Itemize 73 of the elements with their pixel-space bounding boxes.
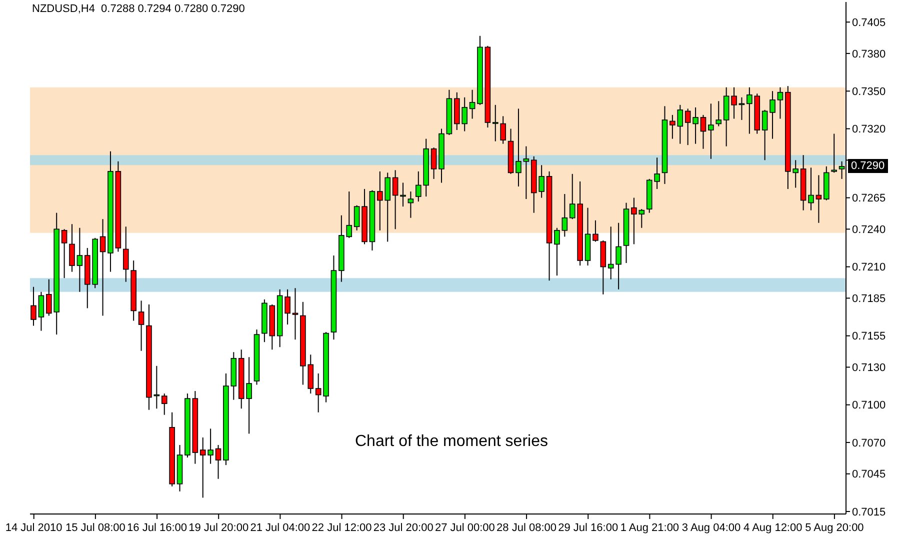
- y-tick-label: 0.7350: [852, 86, 886, 98]
- x-tick-label: 19 Jul 20:00: [188, 522, 249, 534]
- candlestick: [30, 286, 36, 326]
- candlestick: [284, 288, 290, 326]
- candlestick: [692, 106, 698, 144]
- candlestick: [808, 167, 814, 211]
- candlestick: [246, 356, 252, 434]
- annotation: 0.7290: [848, 159, 888, 174]
- candlestick: [76, 227, 83, 292]
- candlestick: [315, 372, 322, 413]
- x-tick-label: 3 Aug 04:00: [682, 522, 741, 534]
- candlestick: [469, 89, 476, 120]
- candlestick: [592, 220, 598, 242]
- candlestick: [161, 393, 168, 416]
- candlestick: [816, 174, 822, 224]
- candlestick: [738, 96, 745, 120]
- candlestick: [700, 114, 706, 150]
- y-tick-label: 0.7185: [852, 293, 886, 306]
- candlestick: [516, 108, 522, 187]
- x-tick-label: 27 Jul 00:00: [434, 522, 495, 534]
- x-tick-label: 14 Jul 2010: [5, 522, 62, 534]
- x-tick-label: 16 Jul 16:00: [127, 522, 187, 534]
- y-tick-label: 0.7240: [852, 224, 886, 236]
- candlestick: [392, 170, 398, 230]
- candlestick: [430, 147, 437, 180]
- annotation: Chart of the moment series: [355, 433, 548, 451]
- candlestick: [292, 288, 298, 340]
- candlestick: [215, 444, 222, 480]
- x-tick-label: 4 Aug 12:00: [744, 522, 802, 534]
- x-tick-label: 5 Aug 20:00: [805, 522, 864, 534]
- candlestick: [654, 157, 660, 190]
- chart-title: NZDUSD,H4 0.7288 0.7294 0.7280 0.7290: [32, 3, 245, 15]
- candlestick: [831, 133, 838, 174]
- candlestick: [638, 208, 645, 228]
- candlestick: [354, 204, 360, 231]
- candlestick: [770, 90, 776, 140]
- y-tick-label: 0.7405: [852, 16, 886, 29]
- x-tick-label: 21 Jul 04:00: [250, 522, 310, 534]
- candlestick: [408, 190, 414, 218]
- y-tick-label: 0.7210: [852, 262, 886, 274]
- candlestick: [631, 197, 637, 245]
- x-tick-label: 1 Aug 21:00: [620, 522, 680, 534]
- candlestick: [562, 194, 568, 238]
- x-tick-label: 15 Jul 08:00: [65, 522, 126, 534]
- candlestick: [400, 182, 406, 208]
- x-tick-label: 22 Jul 12:00: [312, 522, 372, 534]
- candlestick: [61, 228, 68, 279]
- x-tick-label: 23 Jul 20:00: [373, 522, 434, 534]
- candlestick: [684, 108, 691, 146]
- candlestick: [523, 146, 530, 200]
- candlestick: [38, 291, 44, 332]
- candlestick: [731, 86, 737, 120]
- candlestick: [122, 226, 129, 282]
- candlestick: [777, 86, 784, 120]
- candlestick: [100, 218, 106, 316]
- y-tick-label: 0.7015: [852, 506, 886, 518]
- y-tick-label: 0.7130: [852, 362, 886, 374]
- y-tick-label: 0.7265: [852, 192, 886, 205]
- candlestick: [716, 100, 722, 127]
- y-tick-label: 0.7070: [852, 437, 886, 450]
- candlestick: [554, 227, 560, 276]
- y-tick-label: 0.7100: [852, 400, 886, 412]
- candlestick: [69, 224, 75, 272]
- y-tick-label: 0.7320: [852, 124, 886, 136]
- candlestick: [708, 103, 714, 160]
- candlestick: [762, 109, 768, 161]
- y-tick-label: 0.7155: [852, 330, 886, 343]
- y-tick-label: 0.7380: [852, 48, 886, 60]
- x-tick-label: 28 Jul 08:00: [496, 522, 556, 534]
- candlestick: [138, 300, 144, 352]
- x-tick-label: 29 Jul 16:00: [558, 522, 618, 534]
- candlestick: [723, 86, 730, 147]
- y-tick-label: 0.7045: [852, 468, 886, 481]
